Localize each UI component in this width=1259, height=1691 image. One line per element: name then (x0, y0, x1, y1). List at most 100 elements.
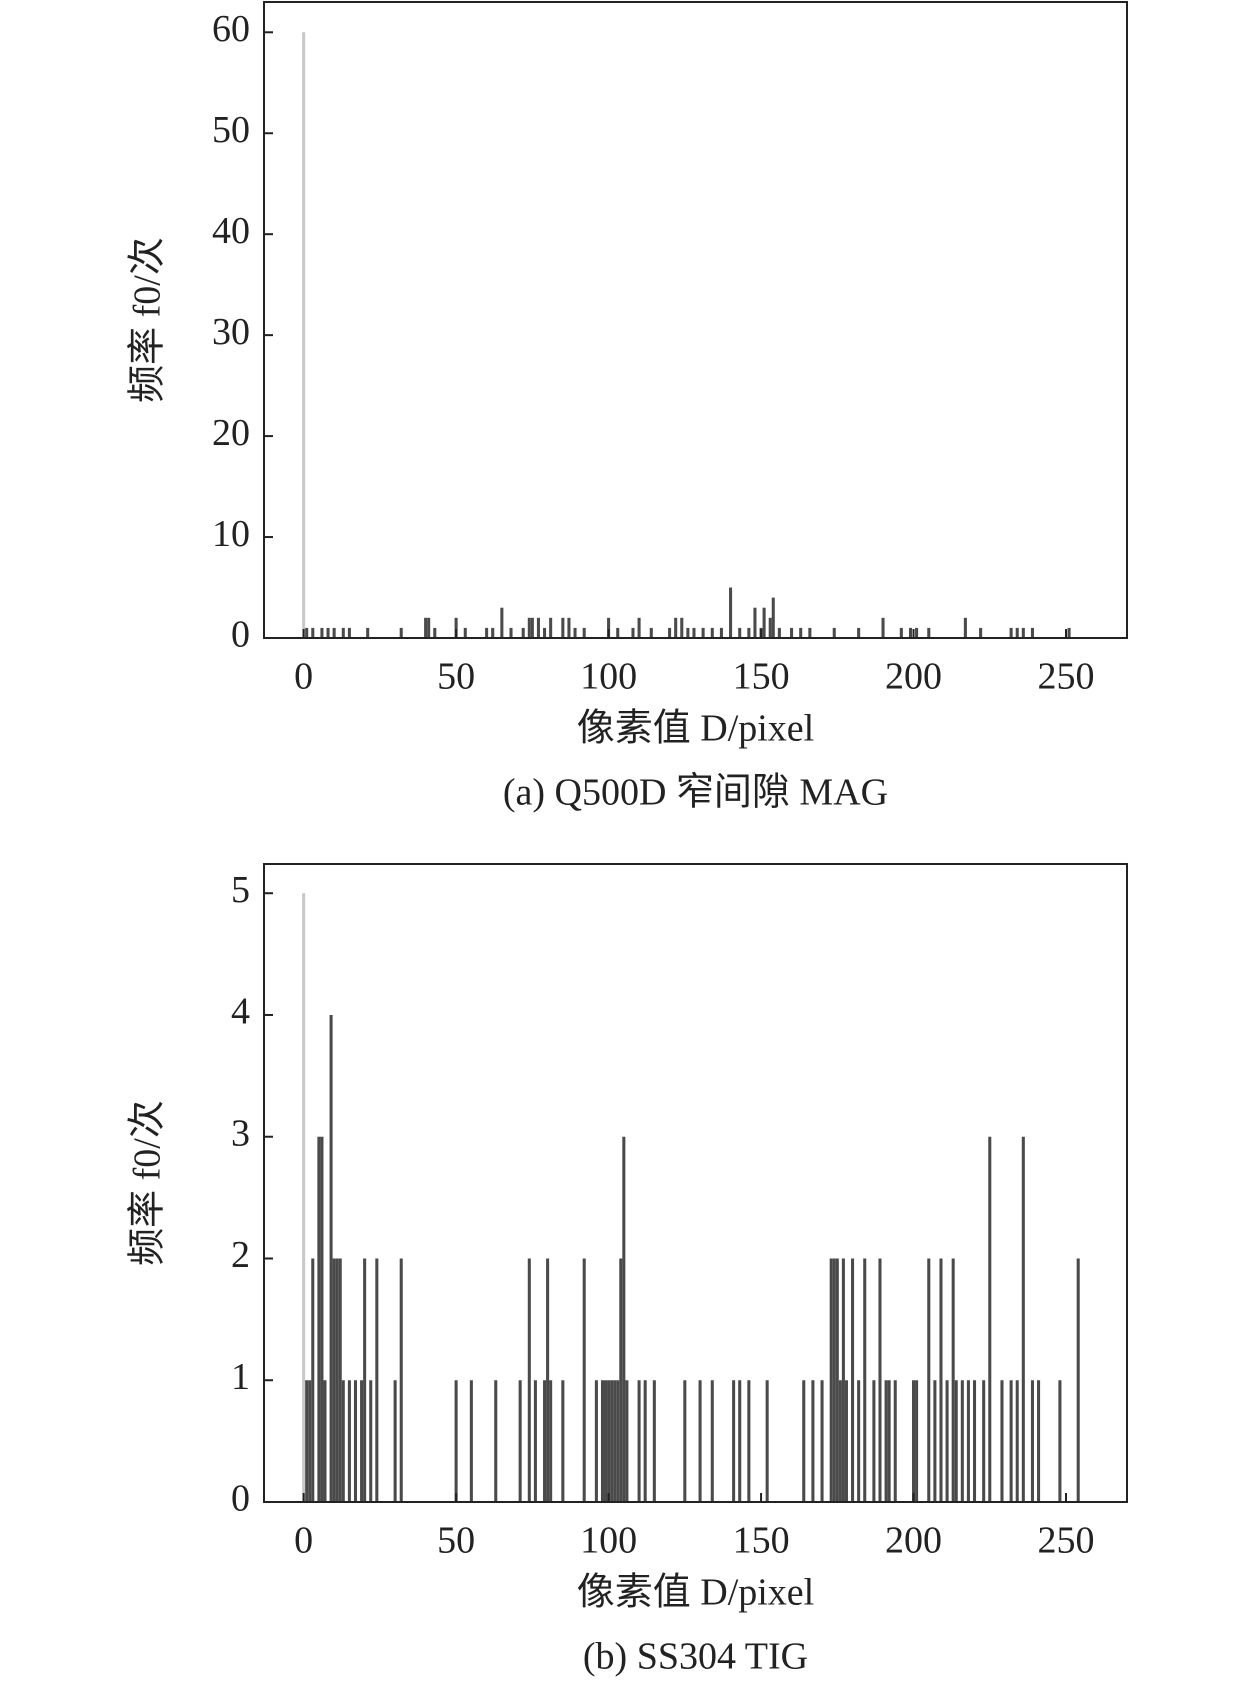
bar (491, 627, 495, 638)
x-tick-label: 150 (733, 1520, 790, 1562)
y-axis-label: 频率 f0/次 (127, 237, 169, 403)
bar (360, 1380, 364, 1502)
bar (530, 617, 534, 638)
bar (561, 617, 565, 638)
bar (768, 617, 772, 638)
bar (1021, 1136, 1025, 1502)
bar (951, 1258, 955, 1502)
bar (765, 1380, 769, 1502)
bar (838, 1380, 842, 1502)
bar (988, 1136, 992, 1502)
bar (1009, 627, 1013, 638)
bar (701, 627, 705, 638)
bar (302, 893, 306, 1502)
bar (698, 1380, 702, 1502)
bar (1076, 1258, 1080, 1502)
bar (908, 627, 913, 638)
bar (1015, 627, 1019, 638)
bar (549, 1380, 553, 1502)
bar (832, 1258, 836, 1502)
y-axis-label: 频率 f0/次 (127, 1100, 169, 1266)
bar (1030, 1380, 1034, 1502)
x-axis-label: 像素值 D/pixel (577, 1572, 814, 1614)
bar (543, 627, 547, 638)
bar (546, 1258, 550, 1502)
bar (613, 1380, 617, 1502)
bar (872, 1380, 876, 1502)
bar (835, 1258, 839, 1502)
bar (829, 1258, 833, 1502)
bar (1015, 1380, 1019, 1502)
bar (762, 607, 766, 638)
bar (341, 1380, 345, 1502)
bar (790, 627, 794, 638)
bar (610, 1380, 614, 1502)
bar (915, 1380, 919, 1502)
bar (899, 627, 903, 638)
bar (311, 627, 315, 638)
bar (363, 1258, 367, 1502)
bar (811, 1380, 815, 1502)
bar (729, 587, 733, 638)
bar (945, 1380, 949, 1502)
bar (710, 1380, 714, 1502)
bar (710, 627, 714, 638)
y-tick-label: 0 (231, 1478, 250, 1520)
y-tick-label: 5 (231, 869, 250, 911)
bar (433, 627, 437, 638)
bar (747, 1380, 751, 1502)
bar (582, 1258, 586, 1502)
bar (1037, 1380, 1041, 1502)
bar (1021, 627, 1025, 638)
bar (1058, 1380, 1062, 1502)
bar (881, 617, 885, 638)
x-tick-label: 0 (294, 656, 313, 698)
bar (567, 617, 571, 638)
bar (463, 627, 467, 638)
bar (399, 627, 403, 638)
x-tick-label: 250 (1038, 656, 1095, 698)
bar (982, 1380, 986, 1502)
bar (652, 1380, 656, 1502)
bar (927, 1258, 931, 1502)
bar (692, 627, 696, 638)
x-axis-label: 像素值 D/pixel (577, 708, 814, 750)
bar (594, 1380, 598, 1502)
x-tick-label: 100 (580, 1520, 637, 1562)
y-tick-label: 60 (212, 8, 250, 50)
bar (616, 627, 620, 638)
bar (939, 1258, 943, 1502)
bar (1030, 627, 1034, 638)
bar (393, 1380, 397, 1502)
bar (732, 1380, 736, 1502)
bar (979, 627, 983, 638)
bar (302, 32, 306, 639)
y-tick-label: 40 (212, 210, 250, 252)
x-tick-label: 0 (294, 1520, 313, 1562)
bar (619, 1258, 623, 1502)
x-tick-label: 200 (885, 656, 942, 698)
bar (485, 627, 489, 638)
bar (1000, 1380, 1004, 1502)
bar (607, 1380, 611, 1502)
bar (332, 1258, 336, 1502)
bar (820, 1380, 824, 1502)
plot-frame (263, 863, 1128, 1503)
y-tick-label: 10 (212, 513, 250, 555)
bar (637, 1380, 641, 1502)
y-tick-label: 4 (231, 991, 250, 1033)
bar (625, 1380, 629, 1502)
bar (607, 617, 611, 638)
bar (305, 1380, 309, 1502)
bar (366, 627, 370, 638)
bar (808, 627, 812, 638)
bar (424, 617, 428, 638)
bar (317, 1136, 321, 1502)
bar (399, 1258, 403, 1502)
bar (549, 617, 553, 638)
bar (668, 627, 672, 638)
y-tick-label: 1 (231, 1356, 250, 1398)
bar (680, 617, 684, 638)
bar (509, 627, 513, 638)
